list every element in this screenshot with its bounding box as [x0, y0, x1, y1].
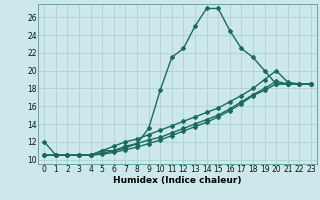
X-axis label: Humidex (Indice chaleur): Humidex (Indice chaleur) — [113, 176, 242, 185]
